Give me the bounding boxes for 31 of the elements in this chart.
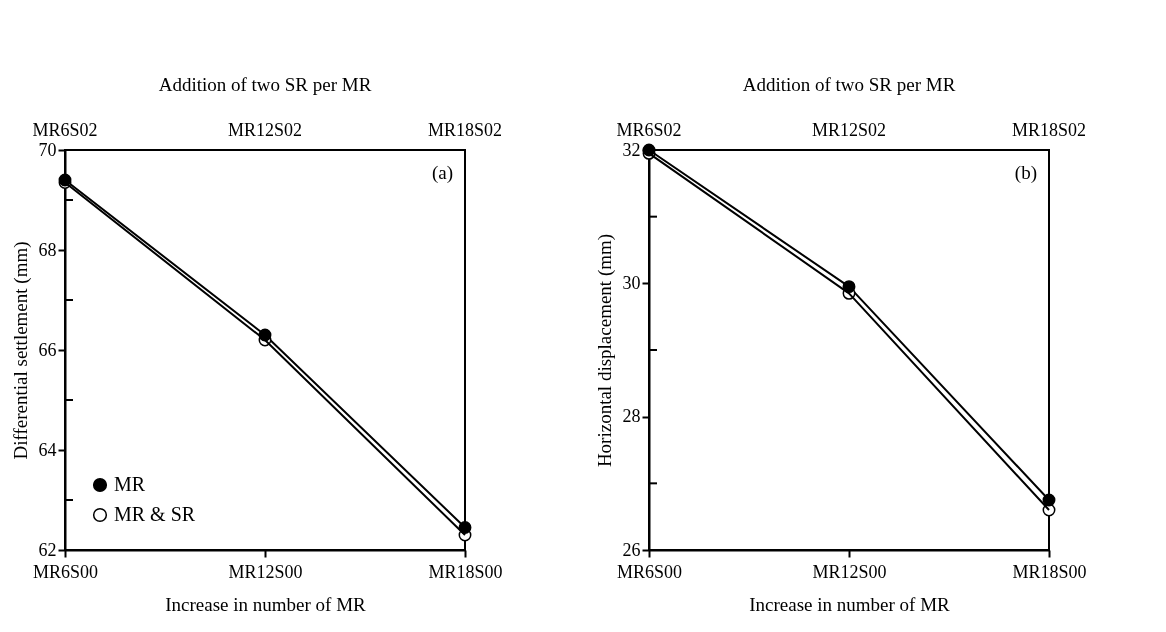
text: MR6S02 xyxy=(616,120,682,140)
x-tick-label: MR18S00 xyxy=(1012,561,1087,582)
y-tick-label: 30 xyxy=(622,272,641,293)
y-tick-label: 68 xyxy=(38,239,57,260)
x2-axis-title: Addition of two SR per MR xyxy=(158,74,372,95)
text: MR12S02 xyxy=(227,120,303,140)
x2-axis-title: Addition of two SR per MR xyxy=(742,74,956,95)
annotation: (b) xyxy=(1014,162,1037,184)
annotation: (a) xyxy=(431,162,453,184)
x-tick-label: MR18S00 xyxy=(428,561,503,582)
y-tick-label: 26 xyxy=(622,539,641,560)
text: MR6S02 xyxy=(32,120,98,140)
y-axis-title: Horizontal displacement (mm) xyxy=(593,233,616,468)
y-tick-label: 32 xyxy=(622,139,641,160)
x-axis-title: Increase in number of MR xyxy=(165,593,367,615)
text: MR18S02 xyxy=(427,120,503,140)
y-tick-label: 70 xyxy=(38,139,57,160)
legend-label: MR xyxy=(114,473,146,495)
text: MR12S02 xyxy=(811,120,887,140)
y-tick-label: 62 xyxy=(38,539,57,560)
x-axis-title: Increase in number of MR xyxy=(749,593,951,615)
y-tick-label: 66 xyxy=(38,339,57,360)
x-tick-label: MR6S00 xyxy=(616,561,683,582)
y-tick-label: 28 xyxy=(622,406,641,427)
x-tick-label: MR6S00 xyxy=(32,561,99,582)
x-tick-label: MR12S00 xyxy=(228,561,303,582)
y-axis-title: Differential settlement (mm) xyxy=(9,241,32,460)
text: MR18S02 xyxy=(1011,120,1087,140)
legend-label: MR & SR xyxy=(114,503,196,525)
x-tick-label: MR12S00 xyxy=(812,561,887,582)
y-tick-label: 64 xyxy=(38,439,57,460)
